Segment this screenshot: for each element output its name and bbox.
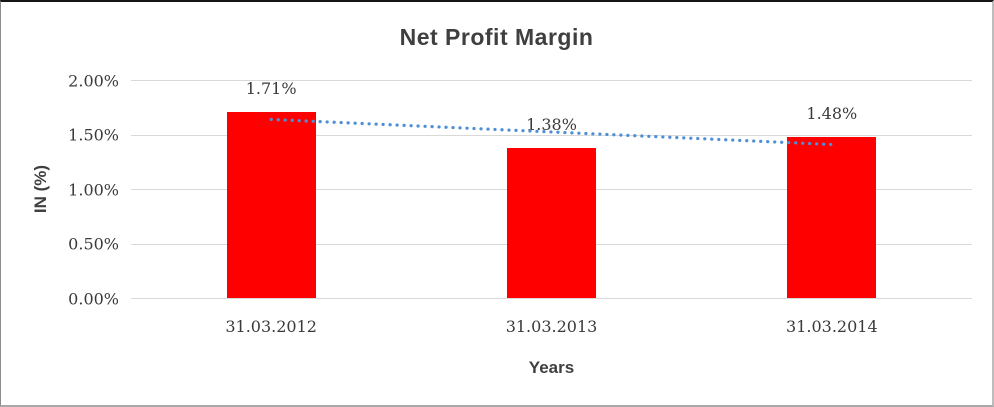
trendline — [269, 117, 834, 147]
gridline — [131, 134, 972, 136]
x-tick-label: 31.03.2012 — [225, 317, 317, 336]
x-tick-label: 31.03.2013 — [505, 317, 598, 336]
y-tick-label: 0.00% — [68, 289, 119, 308]
y-tick-label: 1.50% — [68, 125, 119, 145]
y-tick-label: 1.00% — [68, 180, 119, 199]
bar-31.03.2014 — [787, 136, 877, 298]
chart-title: Net Profit Margin — [399, 24, 594, 50]
x-tick-label: 31.03.2014 — [786, 317, 878, 336]
y-tick-label: 2.00% — [68, 71, 119, 90]
bar-data-label: 1.38% — [526, 114, 577, 134]
gridline — [131, 298, 972, 299]
x-axis-title: Years — [528, 358, 575, 377]
gridline — [131, 80, 972, 81]
bar-data-label: 1.71% — [245, 78, 297, 98]
bar-31.03.2013 — [507, 147, 596, 298]
bar-data-label: 1.48% — [806, 103, 858, 123]
y-tick-label: 0.50% — [68, 234, 119, 254]
bar-31.03.2012 — [226, 111, 316, 298]
